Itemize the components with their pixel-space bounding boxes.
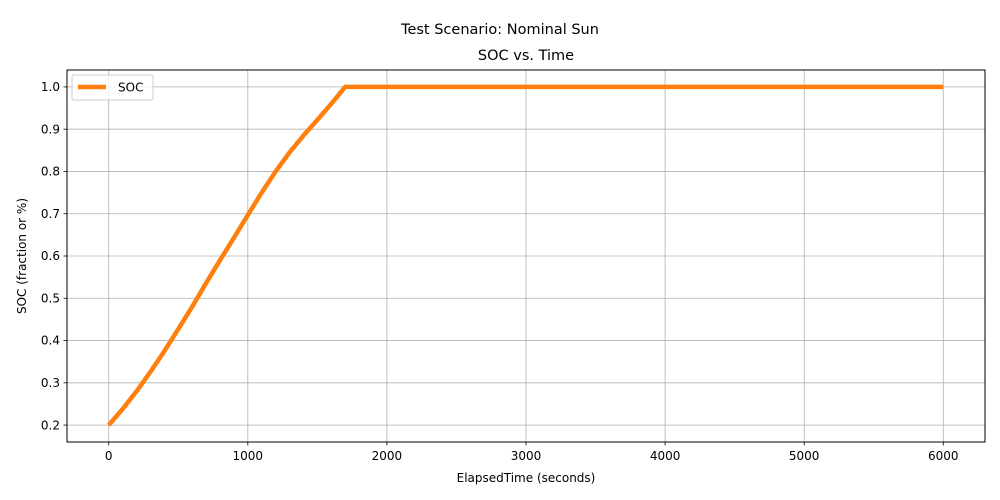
y-tick-label: 0.5: [41, 291, 60, 305]
y-tick-label: 0.3: [41, 376, 60, 390]
x-tick-label: 5000: [789, 449, 820, 463]
series-line-soc: [107, 84, 944, 427]
legend: SOC: [71, 74, 154, 101]
y-tick-label: 0.6: [41, 249, 60, 263]
x-tick-label: 3000: [511, 449, 542, 463]
y-tick-label: 0.4: [41, 334, 60, 348]
chart-title: SOC vs. Time: [478, 48, 574, 64]
x-tick-label: 0: [105, 449, 113, 463]
y-axis-label: SOC (fraction or %): [15, 198, 29, 314]
y-tick-label: 1.0: [41, 80, 60, 94]
x-tick-label: 4000: [650, 449, 681, 463]
ticks: 0 1000 2000 3000 4000 5000 6000 0.2 0.3 0.4 0.5 0.6…: [41, 80, 959, 463]
y-tick-label: 0.2: [41, 418, 60, 432]
legend-label-soc: SOC: [118, 81, 143, 95]
y-tick-label: 0.9: [41, 122, 60, 136]
legend-box: [71, 74, 154, 101]
grid: [67, 70, 985, 442]
y-tick-label: 0.7: [41, 207, 60, 221]
x-tick-label: 2000: [372, 449, 403, 463]
x-tick-label: 6000: [928, 449, 959, 463]
x-axis-label: ElapsedTime (seconds): [457, 471, 596, 485]
y-tick-label: 0.8: [41, 165, 60, 179]
figure-suptitle: Test Scenario: Nominal Sun: [400, 22, 599, 38]
series-layer: [107, 84, 944, 427]
x-tick-label: 1000: [233, 449, 264, 463]
